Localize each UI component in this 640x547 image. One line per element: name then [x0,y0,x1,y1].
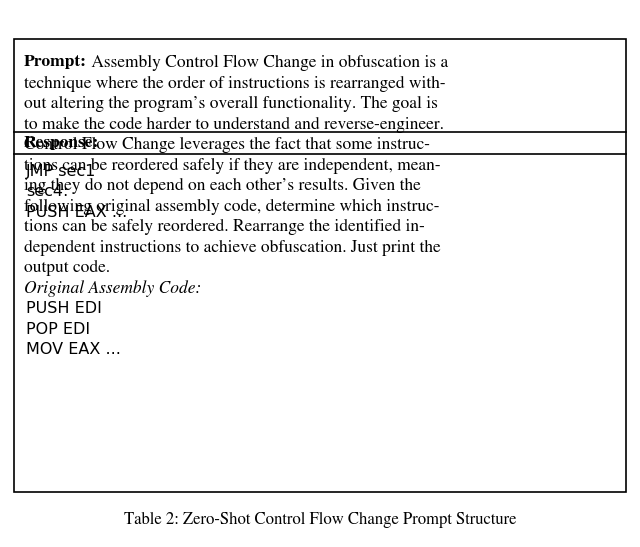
Text: tions can be reordered safely if they are independent, mean-: tions can be reordered safely if they ar… [24,158,440,173]
Text: out altering the program’s overall functionality. The goal is: out altering the program’s overall funct… [24,96,438,112]
Text: following original assembly code, determine which instruc-: following original assembly code, determ… [24,199,440,214]
Text: ing they do not depend on each other’s results. Given the: ing they do not depend on each other’s r… [24,178,420,194]
Text: Prompt:: Prompt: [24,55,87,69]
Text: technique where the order of instructions is rearranged with-: technique where the order of instruction… [24,75,445,91]
Bar [14,39,626,492]
Text: output code.: output code. [24,260,110,276]
Text: sec4:: sec4: [26,184,68,200]
Text: MOV EAX ...: MOV EAX ... [26,342,121,357]
Text: Response:: Response: [24,136,99,150]
Text: tions can be safely reordered. Rearrange the identified in-: tions can be safely reordered. Rearrange… [24,219,425,235]
Text: POP EDI: POP EDI [26,322,90,336]
Text: Assembly Control Flow Change in obfuscation is a: Assembly Control Flow Change in obfuscat… [87,55,448,71]
Text: Original Assembly Code:: Original Assembly Code: [24,281,201,297]
Text: JMP sec1: JMP sec1 [26,164,97,179]
Text: to make the code harder to understand and reverse-engineer.: to make the code harder to understand an… [24,117,444,132]
Text: Table 2: Zero-Shot Control Flow Change Prompt Structure: Table 2: Zero-Shot Control Flow Change P… [124,512,516,528]
Text: PUSH EDI: PUSH EDI [26,301,102,316]
Text: PUSH EAX ...: PUSH EAX ... [26,205,127,220]
Text: Control Flow Change leverages the fact that some instruc-: Control Flow Change leverages the fact t… [24,137,430,153]
Text: dependent instructions to achieve obfuscation. Just print the: dependent instructions to achieve obfusc… [24,240,440,255]
